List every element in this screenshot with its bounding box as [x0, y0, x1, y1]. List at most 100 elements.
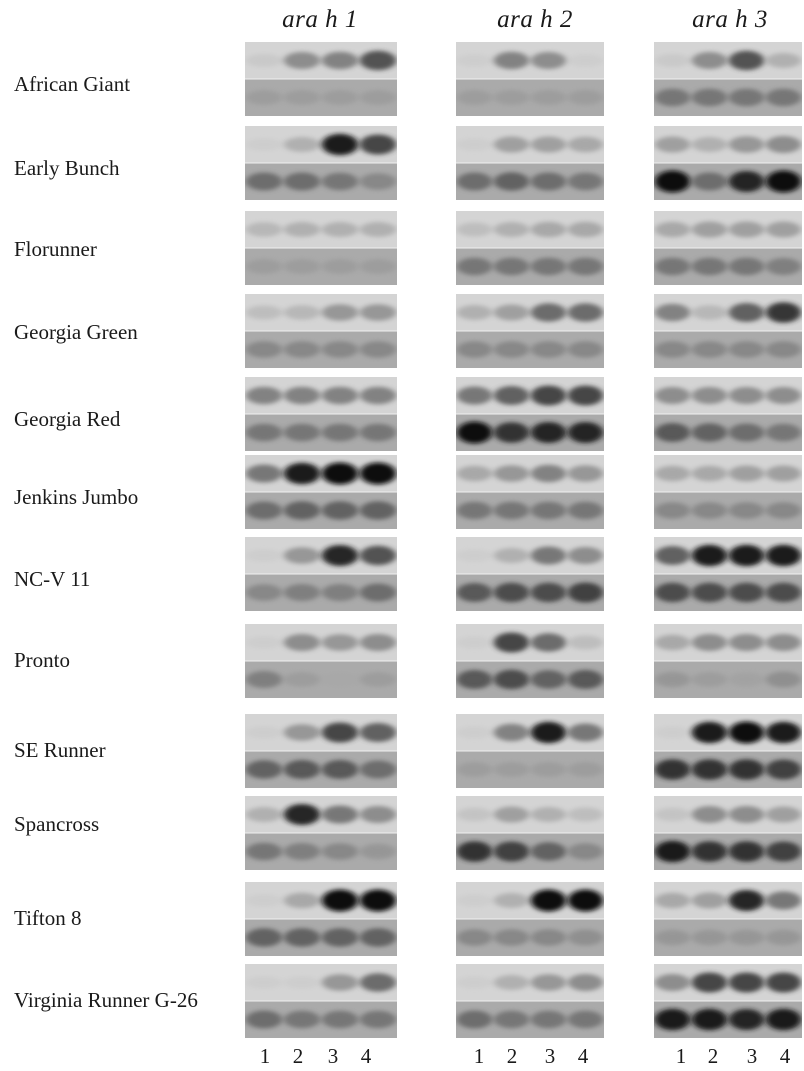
loading-control-band — [245, 423, 283, 442]
loading-control-band — [728, 759, 765, 780]
transcript-band — [245, 54, 283, 67]
blot-panel — [456, 455, 604, 529]
loading-control-band — [359, 423, 397, 442]
loading-control-band — [691, 502, 728, 519]
loading-control-band — [728, 1009, 765, 1030]
loading-control-band — [245, 259, 283, 274]
loading-control-band — [765, 759, 802, 780]
loading-control-band — [245, 584, 283, 601]
transcript-band — [567, 547, 604, 564]
transcript-band — [456, 549, 493, 562]
transcript-band — [359, 222, 397, 237]
transcript-band — [245, 807, 283, 822]
blot-panel — [456, 624, 604, 698]
transcript-band — [359, 462, 397, 485]
loading-control-band — [567, 172, 604, 191]
transcript-band — [321, 462, 359, 485]
transcript-band — [493, 632, 530, 653]
cultivar-label: Virginia Runner G-26 — [14, 988, 198, 1012]
loading-control-band — [283, 501, 321, 520]
cultivar-label: Early Bunch — [14, 156, 120, 180]
loading-control-band — [567, 341, 604, 358]
loading-control-band — [283, 341, 321, 358]
transcript-band — [765, 465, 802, 482]
transcript-band — [283, 222, 321, 237]
transcript-band — [654, 546, 691, 565]
loading-control-band — [728, 582, 765, 603]
transcript-band — [765, 53, 802, 68]
loading-control-band — [765, 929, 802, 946]
transcript-band — [654, 136, 691, 153]
loading-control-band — [321, 672, 359, 687]
blot-panel — [654, 455, 802, 529]
transcript-band — [359, 545, 397, 566]
gene-header-ara-h-1: ara h 1 — [282, 6, 358, 33]
loading-control-band — [654, 759, 691, 780]
loading-control-band — [691, 759, 728, 780]
lane-number: 4 — [360, 1044, 372, 1068]
transcript-band — [456, 807, 493, 822]
blot-panel — [654, 796, 802, 870]
transcript-band — [654, 807, 691, 822]
transcript-band — [456, 726, 493, 739]
blot-panel — [456, 882, 604, 956]
transcript-band — [728, 721, 765, 744]
transcript-band — [530, 385, 567, 406]
blot-panel — [245, 624, 397, 698]
loading-control-band — [321, 584, 359, 601]
transcript-band — [567, 136, 604, 153]
blot-panel — [245, 714, 397, 788]
transcript-band — [493, 806, 530, 823]
transcript-band — [654, 974, 691, 991]
transcript-band — [321, 722, 359, 743]
transcript-band — [493, 222, 530, 237]
transcript-band — [493, 465, 530, 482]
loading-control-band — [765, 170, 802, 193]
loading-control-band — [321, 172, 359, 191]
blot-panel — [245, 537, 397, 611]
loading-control-band — [728, 257, 765, 276]
transcript-band — [654, 221, 691, 238]
transcript-band — [530, 546, 567, 565]
transcript-band — [728, 544, 765, 567]
blot-panel — [245, 211, 397, 285]
lane-number: 3 — [544, 1044, 556, 1068]
loading-control-band — [245, 671, 283, 688]
loading-control-band — [283, 843, 321, 860]
transcript-band — [456, 894, 493, 907]
transcript-band — [765, 634, 802, 651]
loading-control-band — [765, 1008, 802, 1031]
loading-control-band — [691, 257, 728, 276]
loading-control-band — [283, 928, 321, 947]
loading-control-band — [654, 423, 691, 442]
transcript-band — [530, 136, 567, 153]
transcript-band — [691, 892, 728, 909]
transcript-band — [765, 544, 802, 567]
blot-panel — [245, 42, 397, 116]
transcript-band — [283, 892, 321, 909]
blot-panel — [456, 294, 604, 368]
transcript-band — [691, 221, 728, 238]
transcript-band — [530, 52, 567, 69]
loading-control-band — [321, 501, 359, 520]
transcript-band — [728, 387, 765, 404]
transcript-band — [283, 976, 321, 989]
blot-panel — [654, 624, 802, 698]
loading-control-band — [530, 257, 567, 276]
loading-control-band — [691, 341, 728, 358]
transcript-band — [456, 465, 493, 482]
transcript-band — [283, 137, 321, 152]
loading-control-band — [245, 760, 283, 779]
loading-control-band — [728, 423, 765, 442]
loading-control-band — [530, 582, 567, 603]
transcript-band — [691, 544, 728, 567]
transcript-band — [456, 222, 493, 237]
transcript-band — [654, 465, 691, 482]
transcript-band — [567, 385, 604, 406]
loading-control-band — [456, 670, 493, 689]
loading-control-band — [654, 170, 691, 193]
lane-number: 2 — [707, 1044, 719, 1068]
loading-control-band — [530, 1010, 567, 1029]
transcript-band — [456, 305, 493, 320]
